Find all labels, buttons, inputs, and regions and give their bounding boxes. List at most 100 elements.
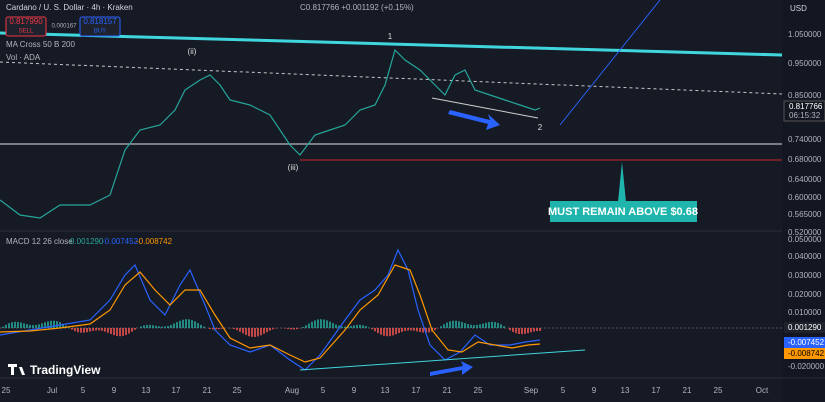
macd-trendline — [299, 349, 586, 371]
histogram-bar — [35, 324, 37, 328]
sell-price[interactable]: 0.817990 — [9, 17, 43, 26]
histogram-bar — [527, 328, 529, 334]
histogram-bar — [266, 328, 268, 333]
histogram-bar — [293, 328, 295, 330]
histogram-bar — [329, 321, 331, 328]
histogram-bar — [497, 322, 499, 328]
histogram-bar — [482, 323, 484, 328]
histogram-bar — [296, 328, 298, 330]
histogram-bar — [218, 328, 220, 330]
histogram-bar — [221, 328, 223, 329]
histogram-bar — [5, 324, 7, 328]
histogram-bar — [239, 328, 241, 332]
histogram-bar — [134, 328, 136, 330]
price-axis-label: 0.950000 — [788, 59, 822, 68]
histogram-bar — [173, 323, 175, 328]
histogram-bar — [41, 323, 43, 328]
arrow — [430, 361, 473, 376]
histogram-bar — [464, 323, 466, 328]
last-price: 0.817766 — [789, 102, 823, 111]
histogram-bar — [311, 321, 313, 328]
signal-line — [0, 264, 541, 363]
time-axis-label: Jul — [47, 386, 57, 395]
histogram-bar — [314, 320, 316, 328]
histogram-bar — [95, 328, 97, 331]
histogram-bar — [524, 328, 526, 334]
histogram-bar — [317, 319, 319, 328]
histogram-bar — [401, 328, 403, 332]
brand-logo — [8, 364, 25, 375]
histogram-bar — [290, 328, 292, 330]
wave-label: 1 — [388, 32, 393, 41]
histogram-bar — [161, 326, 163, 328]
histogram-bar — [512, 328, 514, 332]
buy-price[interactable]: 0.818157 — [83, 17, 117, 26]
macd-axis-label: 0.020000 — [788, 290, 822, 299]
histogram-bar — [302, 327, 304, 328]
histogram-bar — [416, 328, 418, 332]
histogram-bar — [413, 328, 415, 331]
histogram-bar — [32, 325, 34, 328]
histogram-bar — [2, 326, 4, 328]
time-axis-label: 9 — [352, 386, 357, 395]
histogram-bar — [191, 320, 193, 328]
time-axis-label: 5 — [561, 386, 566, 395]
histogram-bar — [92, 328, 94, 331]
histogram-bar — [143, 325, 145, 328]
histogram-bar — [500, 324, 502, 328]
histogram-bar — [20, 322, 22, 328]
time-axis-label: 17 — [172, 386, 181, 395]
buy-label[interactable]: BUY — [94, 29, 106, 35]
histogram-bar — [149, 324, 151, 328]
histogram-bar — [377, 328, 379, 334]
buy-button[interactable] — [79, 16, 121, 37]
histogram-bar — [485, 322, 487, 328]
histogram-bar — [371, 328, 373, 330]
price-axis-label: 0.740000 — [788, 135, 822, 144]
macd-value: 0.001290 — [70, 237, 104, 246]
histogram-bar — [164, 326, 166, 328]
histogram-bar — [80, 328, 82, 333]
callout-pointer — [618, 162, 626, 202]
time-axis-label: 25 — [714, 386, 723, 395]
histogram-bar — [419, 328, 421, 333]
histogram-bar — [11, 322, 13, 328]
spread: 0.000167 — [51, 24, 77, 30]
histogram-bar — [479, 324, 481, 328]
time-axis-label: 21 — [683, 386, 692, 395]
histogram-bar — [74, 328, 76, 332]
histogram-bar — [260, 328, 262, 336]
histogram-bar — [155, 325, 157, 328]
time-axis-label: Aug — [285, 386, 299, 395]
histogram-bar — [458, 321, 460, 328]
histogram-bar — [98, 328, 100, 331]
histogram-bar — [428, 328, 430, 333]
histogram-bar — [203, 326, 205, 328]
histogram-bar — [332, 323, 334, 328]
histogram-bar — [452, 320, 454, 328]
histogram-bar — [422, 328, 424, 333]
histogram-bar — [533, 328, 535, 332]
histogram-bar — [389, 328, 391, 337]
histogram-bar — [71, 328, 73, 330]
histogram-bar — [284, 328, 286, 329]
histogram-bar — [62, 323, 64, 328]
histogram-bar — [131, 328, 133, 332]
histogram-bar — [197, 323, 199, 328]
histogram-bar — [449, 321, 451, 328]
histogram-bar — [56, 321, 58, 328]
histogram-bar — [248, 328, 250, 337]
histogram-bar — [83, 328, 85, 333]
time-axis-label: 13 — [381, 386, 390, 395]
callout-box — [550, 201, 697, 222]
sell-label[interactable]: SELL — [19, 29, 34, 35]
histogram-bar — [476, 324, 478, 328]
hist-tag — [784, 348, 825, 359]
histogram-bar — [185, 319, 187, 328]
histogram-bar — [182, 319, 184, 328]
histogram-bar — [251, 328, 253, 337]
sell-button[interactable] — [5, 16, 47, 37]
histogram-bar — [236, 328, 238, 331]
currency: USD — [790, 4, 807, 13]
